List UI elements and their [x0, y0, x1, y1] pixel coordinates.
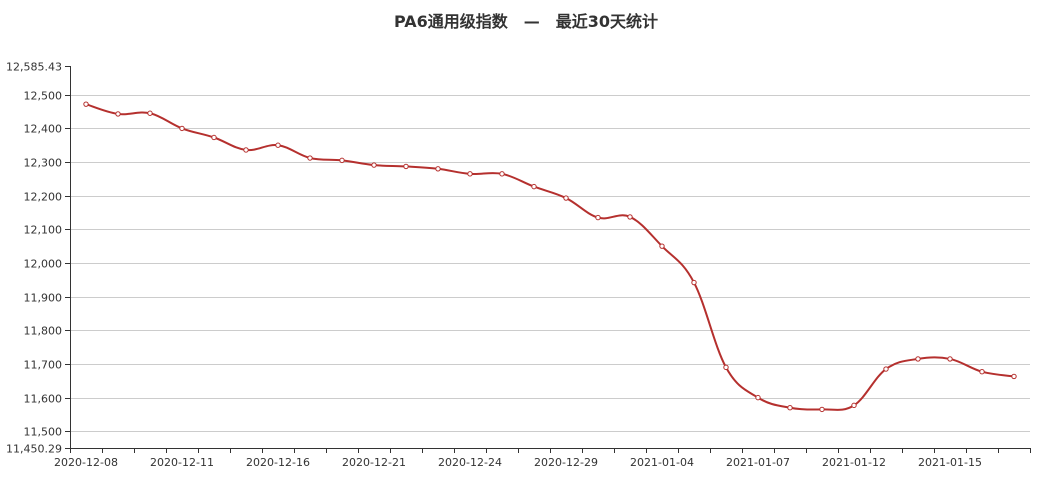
data-point [595, 214, 601, 221]
data-point [1011, 373, 1017, 380]
data-point [371, 162, 377, 168]
x-tick-label: 2021-01-12 [822, 456, 886, 469]
y-tick-label: 12,200 [24, 191, 63, 204]
y-tick-label: 11,500 [24, 426, 63, 439]
data-point [723, 364, 729, 371]
x-tick-label: 2020-12-24 [438, 456, 502, 469]
data-point [403, 163, 409, 170]
data-point [691, 279, 697, 286]
y-tick-label: 11,900 [24, 292, 63, 305]
data-point [531, 183, 537, 190]
data-point [179, 125, 185, 132]
data-point [499, 171, 505, 177]
data-point [275, 142, 281, 148]
y-tick-label: 12,000 [24, 258, 63, 271]
data-point [947, 356, 953, 362]
data-point [915, 356, 921, 362]
data-point [211, 134, 217, 141]
x-tick-label: 2021-01-04 [630, 456, 694, 469]
data-point [243, 147, 249, 153]
y-tick-label: 12,300 [24, 157, 63, 170]
data-point [659, 243, 665, 249]
data-point [467, 171, 473, 177]
y-tick-label: 12,585.43 [6, 61, 62, 74]
y-tick-label: 12,400 [24, 123, 63, 136]
data-point [787, 405, 793, 411]
data-point [115, 111, 121, 117]
x-tick-label: 2020-12-29 [534, 456, 598, 469]
data-point [147, 110, 153, 116]
y-tick-label: 11,450.29 [6, 443, 62, 456]
data-point [563, 195, 569, 201]
y-tick-label: 12,500 [24, 90, 63, 103]
x-tick-label: 2020-12-08 [54, 456, 118, 469]
data-point [83, 101, 89, 107]
y-tick-label: 11,800 [24, 325, 63, 338]
data-point [819, 406, 825, 413]
y-tick-label: 11,600 [24, 393, 63, 406]
x-tick-label: 2021-01-15 [918, 456, 982, 469]
data-point [307, 155, 313, 161]
chart-title: PA6通用级指数 — 最近30天统计 [393, 12, 659, 31]
x-tick-label: 2020-12-11 [150, 456, 214, 469]
y-tick-label: 12,100 [24, 224, 63, 237]
data-point [979, 369, 985, 375]
data-point [883, 366, 889, 372]
x-tick-label: 2021-01-07 [726, 456, 790, 469]
x-tick-label: 2020-12-21 [342, 456, 406, 469]
y-tick-label: 11,700 [24, 359, 63, 372]
x-tick-label: 2020-12-16 [246, 456, 310, 469]
data-point [627, 214, 633, 220]
data-point [339, 157, 345, 164]
data-point [755, 394, 761, 401]
data-point [851, 402, 857, 409]
data-point [435, 166, 441, 172]
